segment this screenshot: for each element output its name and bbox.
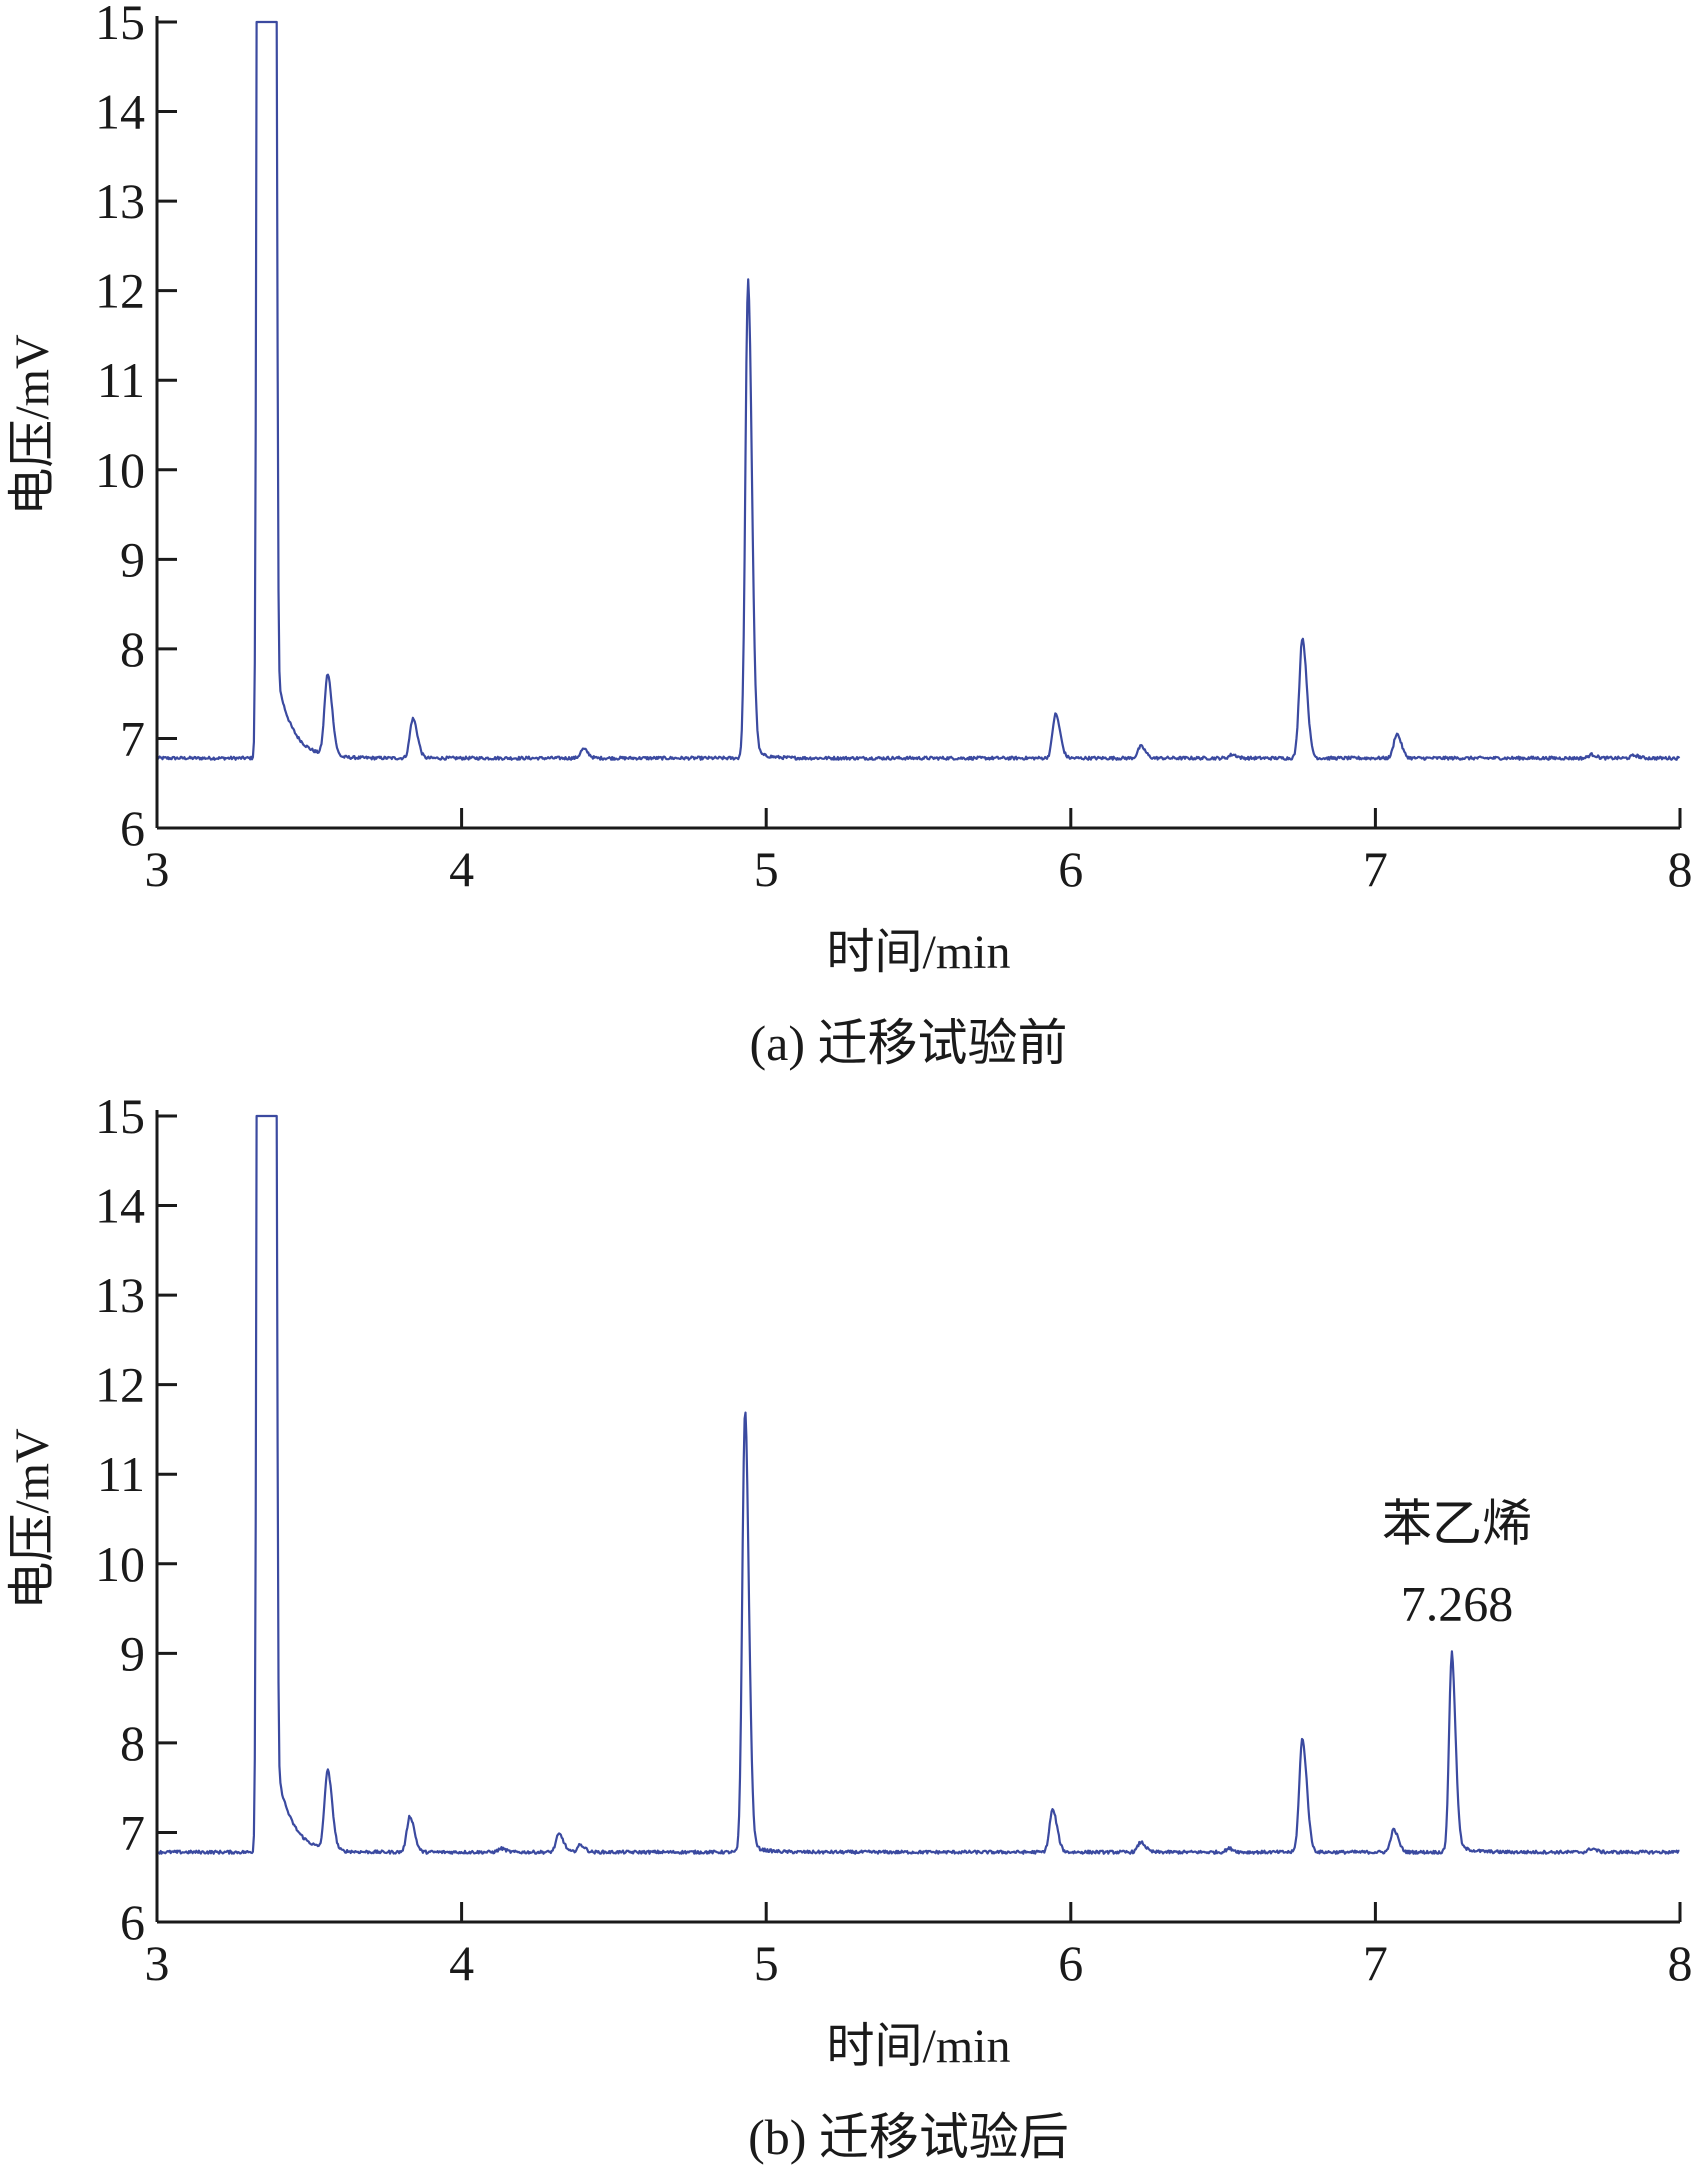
y-tick-label: 15 — [95, 1088, 145, 1144]
x-axis-title: 时间/min — [826, 2020, 1010, 2073]
x-tick-label: 5 — [754, 1935, 779, 1991]
y-tick-label: 6 — [120, 1894, 145, 1950]
y-tick-label: 9 — [120, 531, 145, 587]
y-tick-label: 9 — [120, 1625, 145, 1681]
x-tick-label: 4 — [449, 1935, 474, 1991]
x-tick-label: 7 — [1363, 1935, 1388, 1991]
x-tick-label: 6 — [1058, 841, 1083, 897]
x-tick-label: 3 — [145, 1935, 170, 1991]
y-tick-label: 7 — [120, 710, 145, 766]
y-tick-label: 11 — [97, 352, 145, 408]
x-tick-label: 3 — [145, 841, 170, 897]
y-axis-title: 电压/mV — [6, 1428, 59, 1610]
y-tick-label: 8 — [120, 1715, 145, 1771]
y-tick-label: 13 — [95, 173, 145, 229]
x-tick-label: 7 — [1363, 841, 1388, 897]
series-line — [156, 1114, 1680, 1855]
y-tick-label: 8 — [120, 621, 145, 677]
x-tick-label: 8 — [1668, 841, 1693, 897]
peak-annotation-name: 苯乙烯 — [1382, 1495, 1532, 1551]
x-axis-title: 时间/min — [826, 926, 1010, 979]
y-axis-title: 电压/mV — [6, 334, 59, 516]
y-tick-label: 6 — [120, 800, 145, 856]
y-tick-label: 10 — [95, 1536, 145, 1592]
y-tick-label: 11 — [97, 1446, 145, 1502]
y-tick-label: 13 — [95, 1267, 145, 1323]
y-tick-label: 7 — [120, 1804, 145, 1860]
y-tick-label: 15 — [95, 0, 145, 50]
chart-panel-a: 6 7 8 9 10 11 12 13 14 15 3 4 5 6 7 8 时间/min 电压/mV (a) 迁移试… — [6, 0, 1693, 1071]
y-tick-label: 12 — [95, 263, 145, 319]
series-line — [156, 20, 1681, 761]
y-tick-label: 12 — [95, 1357, 145, 1413]
x-tick-label: 5 — [754, 841, 779, 897]
chart-panel-b: 6 7 8 9 10 11 12 13 14 15 3 4 5 6 7 8 时间/min 电压/mV (b) 迁移试… — [6, 1088, 1693, 2165]
panel-caption: (b) 迁移试验后 — [748, 2109, 1069, 2165]
peak-annotation-value: 7.268 — [1401, 1575, 1514, 1631]
y-tick-label: 10 — [95, 442, 145, 498]
y-tick-label: 14 — [95, 1178, 145, 1234]
x-tick-label: 8 — [1668, 1935, 1693, 1991]
panel-caption: (a) 迁移试验前 — [750, 1015, 1068, 1071]
x-tick-label: 4 — [449, 841, 474, 897]
x-tick-label: 6 — [1058, 1935, 1083, 1991]
y-tick-label: 14 — [95, 84, 145, 140]
